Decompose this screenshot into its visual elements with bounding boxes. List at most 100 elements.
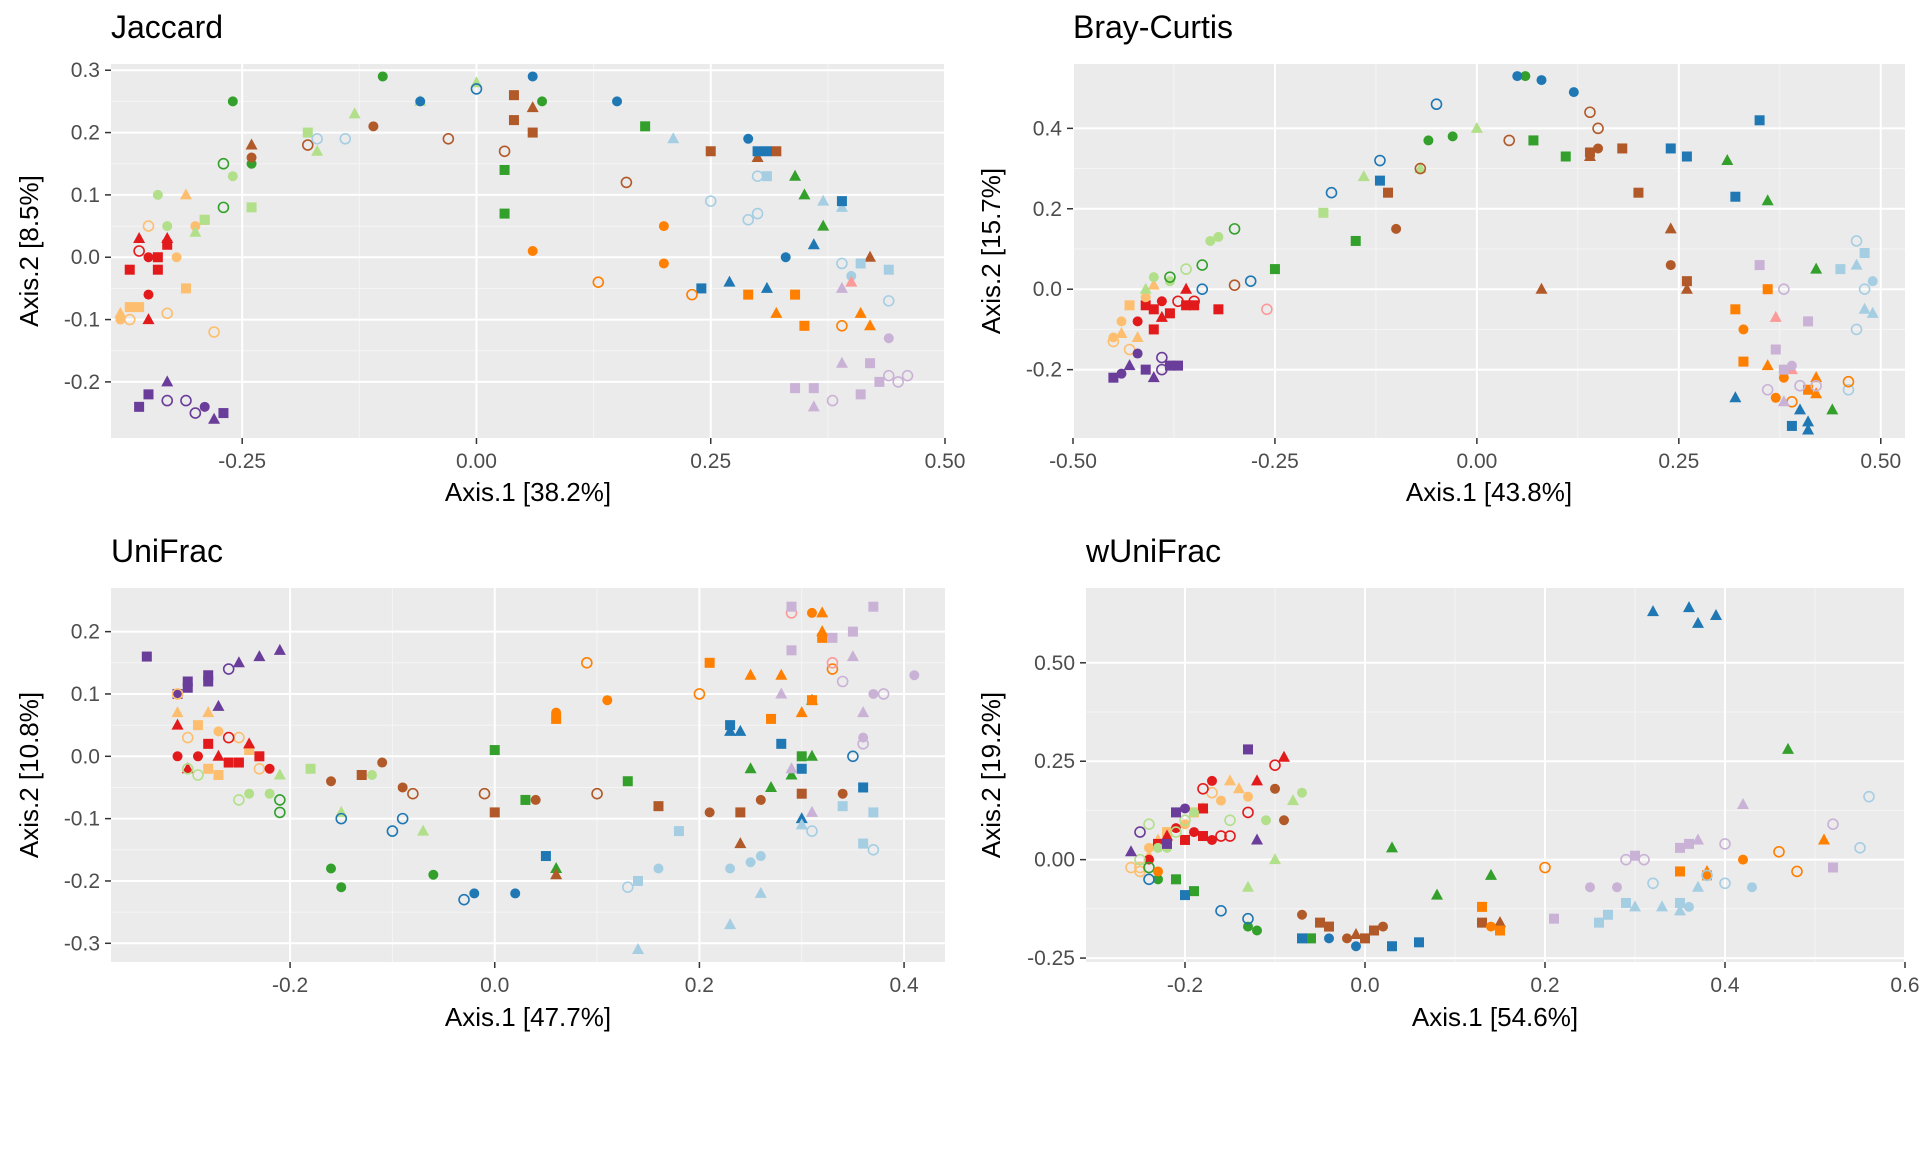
- data-point-filled-triangle: [1710, 609, 1722, 621]
- data-point-filled-triangle: [1147, 371, 1160, 383]
- data-point-filled-square: [1584, 147, 1595, 158]
- data-point-filled-square: [1560, 151, 1571, 162]
- x-axis-title: Axis.1 [43.8%]: [1406, 477, 1572, 507]
- data-point-open-circle: [751, 207, 764, 220]
- data-point-filled-triangle: [765, 780, 778, 792]
- data-point-open-circle: [592, 276, 605, 288]
- data-point-filled-triangle: [744, 668, 757, 680]
- data-point-filled-triangle: [1761, 194, 1774, 206]
- data-point-open-circle: [1143, 861, 1155, 874]
- data-point-filled-circle: [368, 121, 379, 132]
- data-point-filled-circle: [612, 96, 623, 107]
- data-point-open-circle: [181, 731, 194, 744]
- data-point-filled-triangle: [1802, 423, 1815, 435]
- data-point-open-circle: [857, 738, 869, 750]
- data-point-open-circle: [217, 201, 230, 214]
- data-point-filled-circle: [172, 751, 183, 762]
- data-point-filled-triangle: [805, 805, 818, 817]
- data-point-filled-circle: [1189, 827, 1199, 838]
- data-point-filled-square: [218, 408, 229, 419]
- data-point-filled-square: [1730, 191, 1741, 202]
- data-point-filled-circle: [1512, 71, 1523, 82]
- data-point-filled-square: [1173, 360, 1184, 371]
- data-point-filled-square: [1171, 874, 1181, 885]
- data-point-filled-square: [673, 826, 684, 837]
- data-point-filled-circle: [806, 607, 817, 618]
- data-point-filled-circle: [868, 688, 879, 699]
- data-point-filled-square: [1181, 300, 1192, 311]
- data-points: [141, 601, 920, 955]
- data-point-filled-square: [203, 738, 214, 749]
- data-point-filled-triangle: [1858, 302, 1871, 314]
- y-tick-label: -0.1: [64, 808, 100, 831]
- data-point-open-circle: [847, 750, 859, 763]
- data-point-filled-square: [1762, 284, 1773, 295]
- data-point-filled-square: [527, 127, 538, 138]
- data-point-open-circle: [1244, 275, 1257, 287]
- data-point-filled-triangle: [1629, 900, 1641, 912]
- data-point-filled-triangle: [1494, 916, 1506, 928]
- data-point-open-circle: [1592, 122, 1604, 135]
- data-point-filled-square: [1162, 838, 1172, 849]
- data-point-open-circle: [901, 369, 914, 382]
- data-point-open-circle: [882, 295, 895, 307]
- x-tick-label: 0.00: [1456, 450, 1497, 473]
- data-point-filled-square: [874, 376, 885, 387]
- y-tick-label: 0.3: [71, 59, 100, 82]
- data-point-filled-square: [508, 90, 519, 101]
- data-point-open-circle: [1188, 295, 1200, 308]
- data-point-open-circle: [1228, 223, 1241, 235]
- data-point-filled-square: [1835, 264, 1846, 275]
- data-point-filled-circle: [1351, 941, 1361, 952]
- y-axis-title: Axis.2 [15.7%]: [976, 168, 1006, 334]
- data-point-filled-square: [203, 763, 214, 774]
- data-point-filled-square: [858, 782, 869, 793]
- data-point-open-circle: [442, 133, 455, 145]
- y-axis-title: Axis.2 [8.5%]: [14, 175, 44, 327]
- data-point-open-circle: [1854, 842, 1866, 854]
- data-point-filled-square: [868, 807, 879, 818]
- data-point-filled-square: [1477, 917, 1487, 928]
- data-point-filled-triangle: [795, 706, 808, 718]
- data-point-open-circle: [1701, 869, 1713, 882]
- data-point-filled-square: [1306, 933, 1316, 944]
- data-point-filled-square: [1360, 933, 1370, 944]
- data-point-filled-triangle: [253, 650, 266, 662]
- data-point-filled-circle: [1132, 348, 1143, 359]
- data-point-open-circle: [458, 893, 470, 906]
- data-point-open-circle: [335, 812, 348, 825]
- data-point-open-circle: [1827, 818, 1839, 831]
- y-tick-label: 0.0: [71, 246, 100, 269]
- data-point-filled-triangle: [243, 737, 256, 749]
- data-point-filled-square: [1164, 360, 1175, 371]
- y-tick-label: 0.2: [71, 122, 100, 145]
- data-point-open-circle: [498, 145, 511, 158]
- data-point-filled-circle: [1747, 882, 1757, 893]
- data-point-filled-circle: [527, 71, 538, 82]
- data-point-filled-circle: [658, 258, 669, 269]
- data-point-filled-triangle: [845, 275, 858, 287]
- data-point-open-circle: [1810, 379, 1822, 392]
- x-axis-title: Axis.1 [38.2%]: [445, 477, 611, 507]
- data-point-open-circle: [1228, 279, 1241, 291]
- data-point-filled-square: [1778, 364, 1789, 375]
- data-point-filled-triangle: [864, 250, 877, 262]
- y-tick-label: -0.1: [64, 309, 100, 332]
- data-point-filled-triangle: [1692, 833, 1704, 845]
- data-point-open-circle: [1180, 263, 1192, 275]
- data-point-open-circle: [892, 376, 904, 388]
- data-point-filled-circle: [162, 221, 173, 232]
- data-point-filled-triangle: [1680, 282, 1693, 294]
- data-point-filled-circle: [377, 71, 388, 82]
- data-point-filled-triangle: [857, 706, 870, 718]
- data-point-filled-square: [152, 264, 163, 275]
- data-point-filled-circle: [428, 869, 439, 880]
- data-point-filled-triangle: [1224, 774, 1236, 786]
- data-point-open-circle: [806, 825, 818, 837]
- panel-title: UniFrac: [111, 533, 223, 569]
- data-point-filled-triangle: [142, 313, 155, 325]
- x-tick-label: 0.2: [685, 974, 714, 997]
- data-point-filled-circle: [1867, 276, 1878, 287]
- data-point-filled-square: [246, 202, 257, 213]
- data-point-filled-square: [1633, 187, 1644, 198]
